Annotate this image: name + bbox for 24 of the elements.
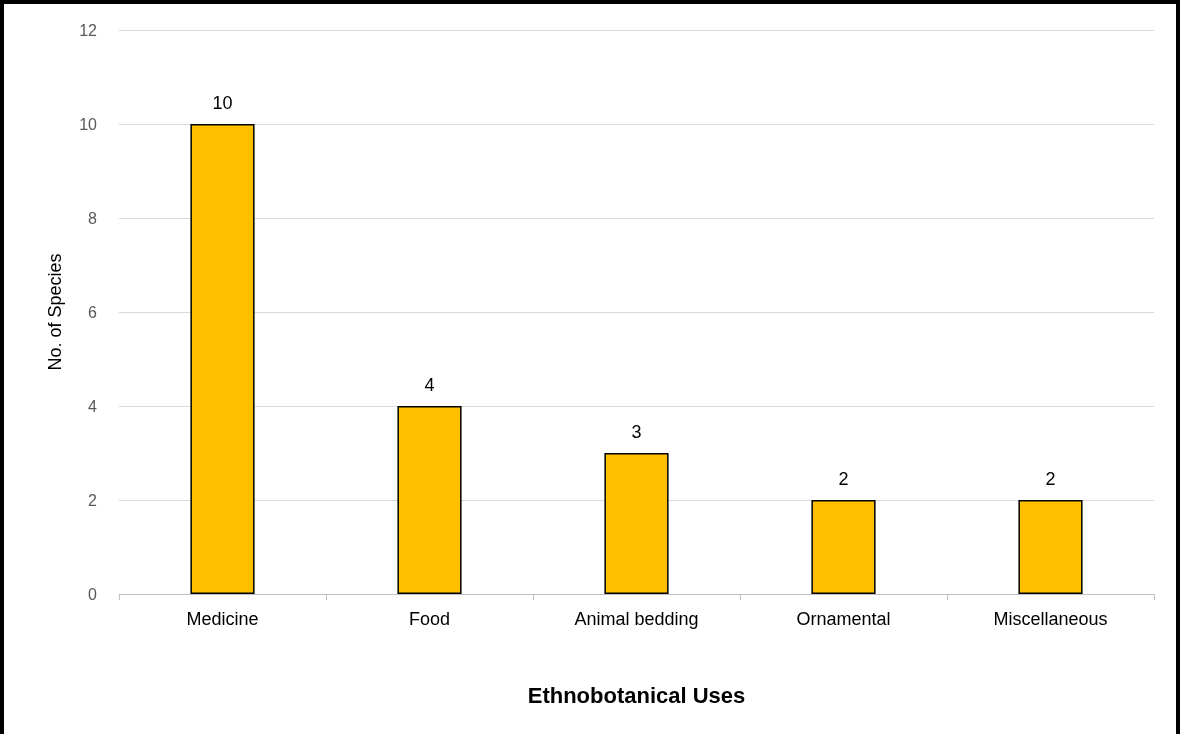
x-tick-label: Animal bedding <box>574 609 699 629</box>
y-tick-label: 6 <box>88 303 98 321</box>
x-tick-label: Miscellaneous <box>993 609 1108 629</box>
bar <box>1018 500 1083 594</box>
data-label: 2 <box>1045 469 1056 489</box>
data-label: 4 <box>424 375 435 395</box>
y-tick-label: 4 <box>88 397 98 415</box>
bar <box>397 406 462 594</box>
data-label: 10 <box>212 93 233 113</box>
bar <box>190 124 255 594</box>
bar <box>604 453 669 594</box>
y-tick-label: 2 <box>88 491 98 509</box>
x-tick-label: Medicine <box>186 609 259 629</box>
x-tick-label: Food <box>408 609 451 629</box>
x-tick-label: Ornamental <box>796 609 891 629</box>
bar <box>811 500 876 594</box>
y-tick-label: 0 <box>88 585 98 603</box>
x-axis-title: Ethnobotanical Uses <box>527 682 746 708</box>
data-label: 3 <box>631 422 642 442</box>
y-tick-label: 10 <box>79 115 98 133</box>
y-tick-label: 8 <box>88 209 98 227</box>
y-tick-label: 12 <box>79 21 98 39</box>
data-label: 2 <box>838 469 849 489</box>
y-axis-title: No. of Species <box>45 253 65 371</box>
